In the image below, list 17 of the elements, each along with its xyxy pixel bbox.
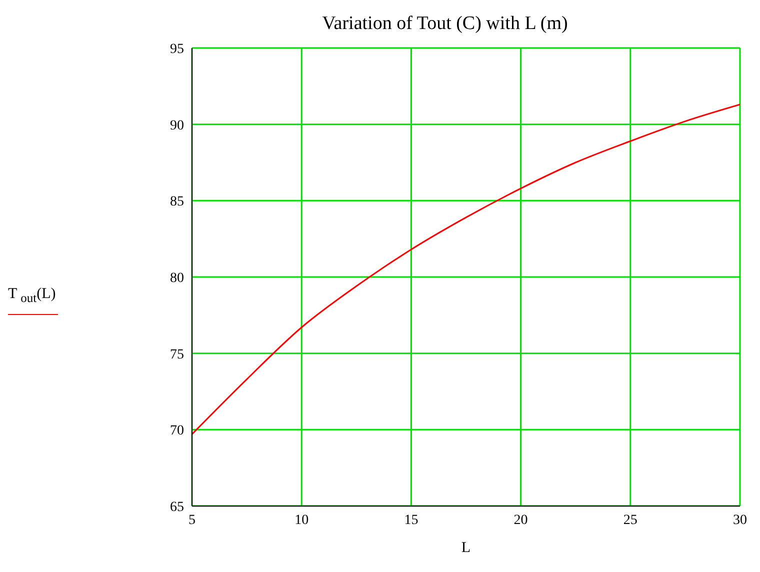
text: T $_{out}$(L) xyxy=(8,286,57,306)
x-tick-label: 25 xyxy=(623,512,638,528)
y-tick-label: 75 xyxy=(170,347,184,362)
y-tick-label: 70 xyxy=(170,424,184,439)
y-tick-label: 95 xyxy=(170,42,184,57)
y-tick-label: 85 xyxy=(170,194,184,210)
x-tick-label: 10 xyxy=(294,512,309,528)
y-tick-label: 80 xyxy=(170,270,184,286)
line-series xyxy=(192,104,740,435)
x-tick-label: 15 xyxy=(404,512,418,528)
x-axis-title: L xyxy=(461,540,471,556)
y-tick-label: 90 xyxy=(170,118,184,134)
x-tick-label: 20 xyxy=(514,512,528,528)
x-tick-label: 30 xyxy=(733,512,747,528)
x-tick-label: 5 xyxy=(188,512,196,528)
chart-title: Variation of Tout (C) with L (m) xyxy=(321,12,569,36)
y-tick-label: 65 xyxy=(170,500,184,515)
